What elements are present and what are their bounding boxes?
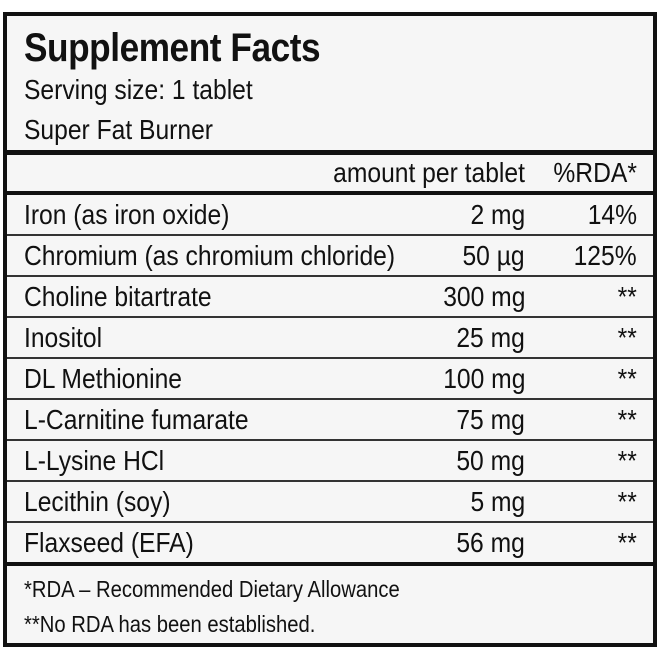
ingredient-name-text: Iron (as iron oxide) (24, 198, 230, 230)
ingredient-amount: 2 mg (463, 199, 525, 231)
product-name: Super Fat Burner (24, 114, 239, 146)
ingredient-amount: 50 mg (447, 445, 525, 477)
panel-title-text: Supplement Facts (24, 26, 321, 70)
table-row: DL Methionine 100 mg ** (7, 357, 653, 398)
table-row: L-Carnitine fumarate 75 mg ** (7, 398, 653, 439)
product-name-text: Super Fat Burner (24, 114, 214, 145)
table-row: Inositol 25 mg ** (7, 316, 653, 357)
ingredient-rda-text: ** (617, 321, 637, 353)
divider (7, 191, 653, 195)
ingredient-rda-text: ** (617, 485, 637, 517)
ingredient-rda: ** (615, 363, 637, 395)
ingredient-amount-text: 300 mg (442, 280, 525, 312)
footnote-no-rda: **No RDA has been established. (24, 607, 653, 642)
table-row: Chromium (as chromium chloride) 50 µg 125% (7, 234, 653, 275)
ingredient-amount: 100 mg (432, 363, 525, 395)
ingredient-rda: ** (615, 486, 637, 518)
ingredient-rda: ** (615, 281, 637, 313)
ingredient-amount: 75 mg (447, 404, 525, 436)
ingredient-amount-text: 100 mg (442, 362, 525, 394)
ingredient-name-text: L-Lysine HCl (24, 444, 165, 476)
ingredient-rda-text: ** (617, 362, 637, 394)
ingredient-rda: ** (615, 322, 637, 354)
ingredient-rda: 125% (565, 240, 637, 272)
panel-title: Supplement Facts (24, 26, 361, 71)
ingredient-rda-text: 125% (573, 239, 637, 271)
footnotes: *RDA – Recommended Dietary Allowance **N… (7, 566, 653, 642)
column-header-row: amount per tablet %RDA* (7, 155, 653, 191)
header-amount-text: amount per tablet (333, 157, 525, 188)
divider (7, 562, 653, 566)
footnote-no-rda-text: **No RDA has been established. (24, 611, 316, 637)
ingredient-rda-text: 14% (587, 198, 637, 230)
ingredient-name: Inositol (24, 322, 113, 354)
ingredient-amount-text: 50 mg (456, 444, 525, 476)
ingredient-amount-text: 75 mg (456, 403, 525, 435)
ingredient-name-text: DL Methionine (24, 362, 182, 394)
ingredient-amount-text: 25 mg (456, 321, 525, 353)
ingredient-rda-text: ** (617, 403, 637, 435)
serving-size: Serving size: 1 tablet (24, 74, 284, 106)
ingredient-amount: 50 µg (454, 240, 525, 272)
ingredient-amount: 25 mg (447, 322, 525, 354)
footnote-rda-text: *RDA – Recommended Dietary Allowance (24, 576, 400, 602)
ingredient-amount-text: 50 µg (462, 239, 525, 271)
table-row: Lecithin (soy) 5 mg ** (7, 480, 653, 521)
serving-size-text: Serving size: 1 tablet (24, 74, 253, 105)
divider (7, 150, 653, 155)
ingredient-name-text: L-Carnitine fumarate (24, 403, 249, 435)
ingredient-name: Iron (as iron oxide) (24, 199, 257, 231)
ingredient-name-text: Chromium (as chromium chloride) (24, 239, 396, 271)
table-row: L-Lysine HCl 50 mg ** (7, 439, 653, 480)
header-rda-text: %RDA* (553, 157, 637, 188)
header-rda: %RDA* (542, 157, 637, 189)
ingredient-amount-text: 5 mg (470, 485, 525, 517)
ingredient-name: Flaxseed (EFA) (24, 527, 217, 559)
ingredient-rda-text: ** (617, 444, 637, 476)
ingredient-table: Iron (as iron oxide) 2 mg 14% Chromium (as … (7, 195, 653, 562)
ingredient-name: Lecithin (soy) (24, 486, 191, 518)
title-section: Supplement Facts Serving size: 1 tablet … (7, 16, 653, 150)
footnote-rda: *RDA – Recommended Dietary Allowance (24, 572, 653, 607)
table-row: Flaxseed (EFA) 56 mg ** (7, 521, 653, 562)
ingredient-name: L-Carnitine fumarate (24, 404, 279, 436)
ingredient-name: Chromium (as chromium chloride) (24, 240, 446, 272)
ingredient-rda: ** (615, 445, 637, 477)
ingredient-amount-text: 2 mg (470, 198, 525, 230)
ingredient-rda: ** (615, 527, 637, 559)
ingredient-rda: ** (615, 404, 637, 436)
ingredient-name: L-Lysine HCl (24, 445, 183, 477)
ingredient-rda-text: ** (617, 526, 637, 558)
ingredient-name: DL Methionine (24, 363, 204, 395)
ingredient-name-text: Choline bitartrate (24, 280, 212, 312)
supplement-facts-panel: Supplement Facts Serving size: 1 tablet … (3, 12, 657, 647)
ingredient-name-text: Lecithin (soy) (24, 485, 171, 517)
ingredient-name-text: Flaxseed (EFA) (24, 526, 194, 558)
ingredient-rda-text: ** (617, 280, 637, 312)
table-row: Iron (as iron oxide) 2 mg 14% (7, 195, 653, 234)
ingredient-amount: 56 mg (447, 527, 525, 559)
ingredient-amount: 300 mg (432, 281, 525, 313)
ingredient-amount: 5 mg (463, 486, 525, 518)
ingredient-rda: 14% (581, 199, 637, 231)
table-row: Choline bitartrate 300 mg ** (7, 275, 653, 316)
ingredient-amount-text: 56 mg (456, 526, 525, 558)
ingredient-name: Choline bitartrate (24, 281, 237, 313)
ingredient-name-text: Inositol (24, 321, 103, 353)
header-amount: amount per tablet (307, 157, 525, 189)
